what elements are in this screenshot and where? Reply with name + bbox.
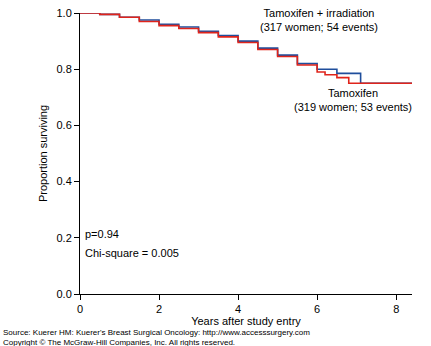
svg-text:p=0.94: p=0.94 bbox=[85, 228, 119, 240]
svg-text:Years after study entry: Years after study entry bbox=[191, 315, 301, 327]
svg-text:6: 6 bbox=[314, 303, 320, 315]
svg-text:4: 4 bbox=[235, 303, 241, 315]
svg-text:0.4: 0.4 bbox=[57, 175, 72, 187]
svg-text:0: 0 bbox=[77, 303, 83, 315]
svg-text:2: 2 bbox=[156, 303, 162, 315]
svg-text:0.6: 0.6 bbox=[57, 119, 72, 131]
svg-text:0.2: 0.2 bbox=[57, 232, 72, 244]
svg-text:1.0: 1.0 bbox=[57, 7, 72, 19]
svg-text:0.8: 0.8 bbox=[57, 63, 72, 75]
svg-text:0.0: 0.0 bbox=[57, 288, 72, 300]
svg-text:Chi-square = 0.005: Chi-square = 0.005 bbox=[85, 247, 179, 259]
svg-text:Tamoxifen(319 women; 53 events: Tamoxifen(319 women; 53 events) bbox=[294, 87, 412, 113]
svg-text:Source: Kuerer HM: Kuerer's Br: Source: Kuerer HM: Kuerer's Breast Surgi… bbox=[3, 328, 310, 337]
svg-text:8: 8 bbox=[393, 303, 399, 315]
svg-text:Tamoxifen + irradiation(317 wo: Tamoxifen + irradiation(317 women; 54 ev… bbox=[260, 7, 378, 33]
svg-text:Proportion surviving: Proportion surviving bbox=[37, 105, 49, 202]
svg-text:Copyright © The McGraw-Hill Co: Copyright © The McGraw-Hill Companies, I… bbox=[3, 338, 235, 346]
